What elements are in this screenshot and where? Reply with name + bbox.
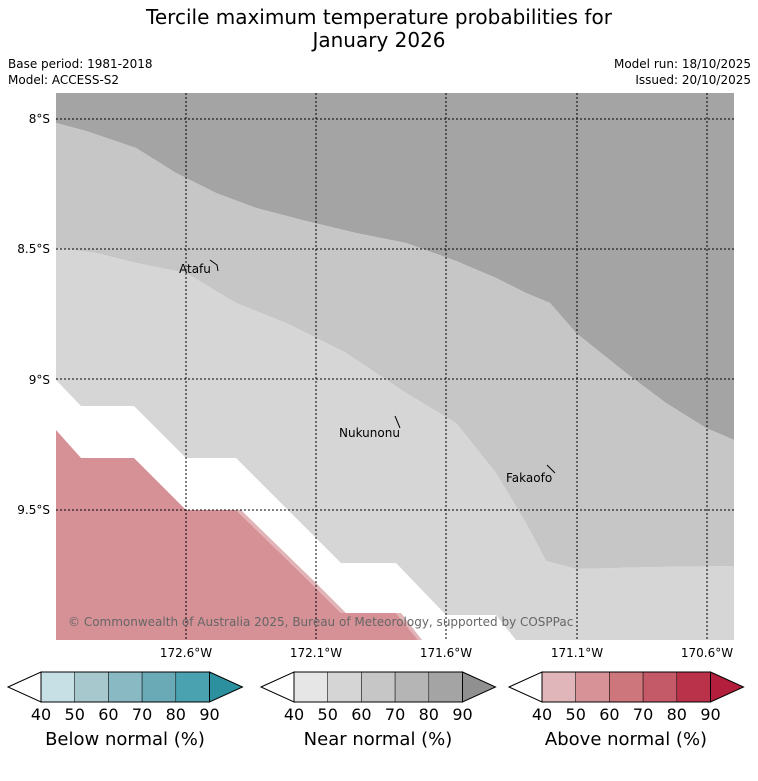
colorbar-tick-label: 60 <box>599 705 619 724</box>
colorbar-segment <box>293 671 328 703</box>
colorbar-tick-label: 50 <box>566 705 586 724</box>
colorbar-low-extend-triangle <box>507 671 543 703</box>
region-near-normal-80 <box>56 93 734 440</box>
colorbar-segment <box>676 671 711 703</box>
colorbar-segment <box>40 671 75 703</box>
copyright-notice: © Commonwealth of Australia 2025, Bureau… <box>68 615 573 629</box>
colorbar-segment <box>428 671 463 703</box>
region-near-normal-70 <box>56 123 734 569</box>
colorbar-segment <box>361 671 396 703</box>
colorbar-tick-label: 60 <box>98 705 118 724</box>
colorbar-segment <box>141 671 177 703</box>
place-label-fakaofo: Fakaofo <box>506 471 552 485</box>
colorbar-tick-label: 90 <box>199 705 219 724</box>
lat-label-8s: 8°S <box>28 112 50 126</box>
colorbar-tick-label: 40 <box>284 705 304 724</box>
atoll-fakaofo-outline <box>546 464 556 474</box>
place-label-atafu: Atafu <box>179 262 211 276</box>
colorbar-tick-label: 70 <box>385 705 405 724</box>
colorbar-tick-label: 60 <box>351 705 371 724</box>
map-gridlines <box>56 93 734 640</box>
place-label-nukunonu: Nukunonu <box>339 426 400 440</box>
colorbar-segment <box>108 671 143 703</box>
colorbar-segment <box>175 671 210 703</box>
lon-label-171-6w: 171.6°W <box>419 646 473 660</box>
colorbar-high-extend-triangle <box>710 671 745 703</box>
colorbar-segment <box>394 671 430 703</box>
meta-right: Model run: 18/10/2025 Issued: 20/10/2025 <box>614 56 751 88</box>
colorbar-frame <box>293 671 463 703</box>
colorbar-tick-label: 70 <box>633 705 653 724</box>
base-period-text: Base period: 1981-2018 <box>8 57 153 71</box>
colorbar-frame <box>40 671 210 703</box>
lat-label-8-5s: 8.5°S <box>17 242 50 256</box>
lon-label-170-6w: 170.6°W <box>680 646 734 660</box>
colorbar-frame <box>541 671 711 703</box>
colorbar-segment <box>575 671 610 703</box>
colorbar-title-below-normal: Below normal (%) <box>45 729 205 750</box>
colorbar-segment <box>74 671 109 703</box>
colorbar-tick-label: 50 <box>318 705 338 724</box>
colorbar-tick-label: 80 <box>419 705 439 724</box>
colorbar-tick-label: 50 <box>65 705 85 724</box>
colorbar-segment <box>541 671 576 703</box>
colorbar-low-extend-triangle <box>259 671 295 703</box>
colorbars: 40 50 60 70 80 90 40 50 60 70 80 90 40 50 60 70 80 90 <box>6 671 745 724</box>
issued-text: Issued: 20/10/2025 <box>635 73 751 87</box>
colorbar-segment <box>327 671 362 703</box>
map-area: Atafu Nukunonu Fakaofo © Commonwealth of… <box>56 93 734 640</box>
atoll-atafu-outline <box>209 259 219 272</box>
colorbar-high-extend-triangle <box>462 671 497 703</box>
lon-label-171-1w: 171.1°W <box>550 646 604 660</box>
colorbar-high-extend-triangle <box>209 671 244 703</box>
map-title-line1: Tercile maximum temperature probabilitie… <box>146 5 612 29</box>
map-title-line2: January 2026 <box>312 28 446 52</box>
colorbar-tick-label: 90 <box>700 705 720 724</box>
colorbar-tick-label: 80 <box>667 705 687 724</box>
lat-label-9s: 9°S <box>28 373 50 387</box>
colorbar-low-extend-triangle <box>6 671 42 703</box>
colorbar-near-normal: 40 50 60 70 80 90 <box>259 671 497 724</box>
colorbar-tick-label: 80 <box>166 705 186 724</box>
colorbar-title-above-normal: Above normal (%) <box>544 729 708 750</box>
lon-label-172-1w: 172.1°W <box>289 646 343 660</box>
colorbar-title-near-normal: Near normal (%) <box>303 729 453 750</box>
model-text: Model: ACCESS-S2 <box>8 73 120 87</box>
colorbar-above-normal: 40 50 60 70 80 90 <box>507 671 745 724</box>
model-run-text: Model run: 18/10/2025 <box>613 57 751 71</box>
colorbar-segment <box>642 671 678 703</box>
lon-label-172-6w: 172.6°W <box>159 646 213 660</box>
colorbar-tick-label: 70 <box>132 705 152 724</box>
meta-left: Base period: 1981-2018 Model: ACCESS-S2 <box>8 56 153 88</box>
colorbar-tick-label: 40 <box>532 705 552 724</box>
colorbar-tick-label: 40 <box>31 705 51 724</box>
lat-label-9-5s: 9.5°S <box>17 503 50 517</box>
colorbar-segment <box>609 671 644 703</box>
colorbar-tick-label: 90 <box>452 705 472 724</box>
colorbar-below-normal: 40 50 60 70 80 90 <box>6 671 244 724</box>
region-near-normal-60 <box>56 248 734 640</box>
region-above-normal-60 <box>56 430 418 640</box>
atoll-nukunonu-outline <box>394 415 401 429</box>
